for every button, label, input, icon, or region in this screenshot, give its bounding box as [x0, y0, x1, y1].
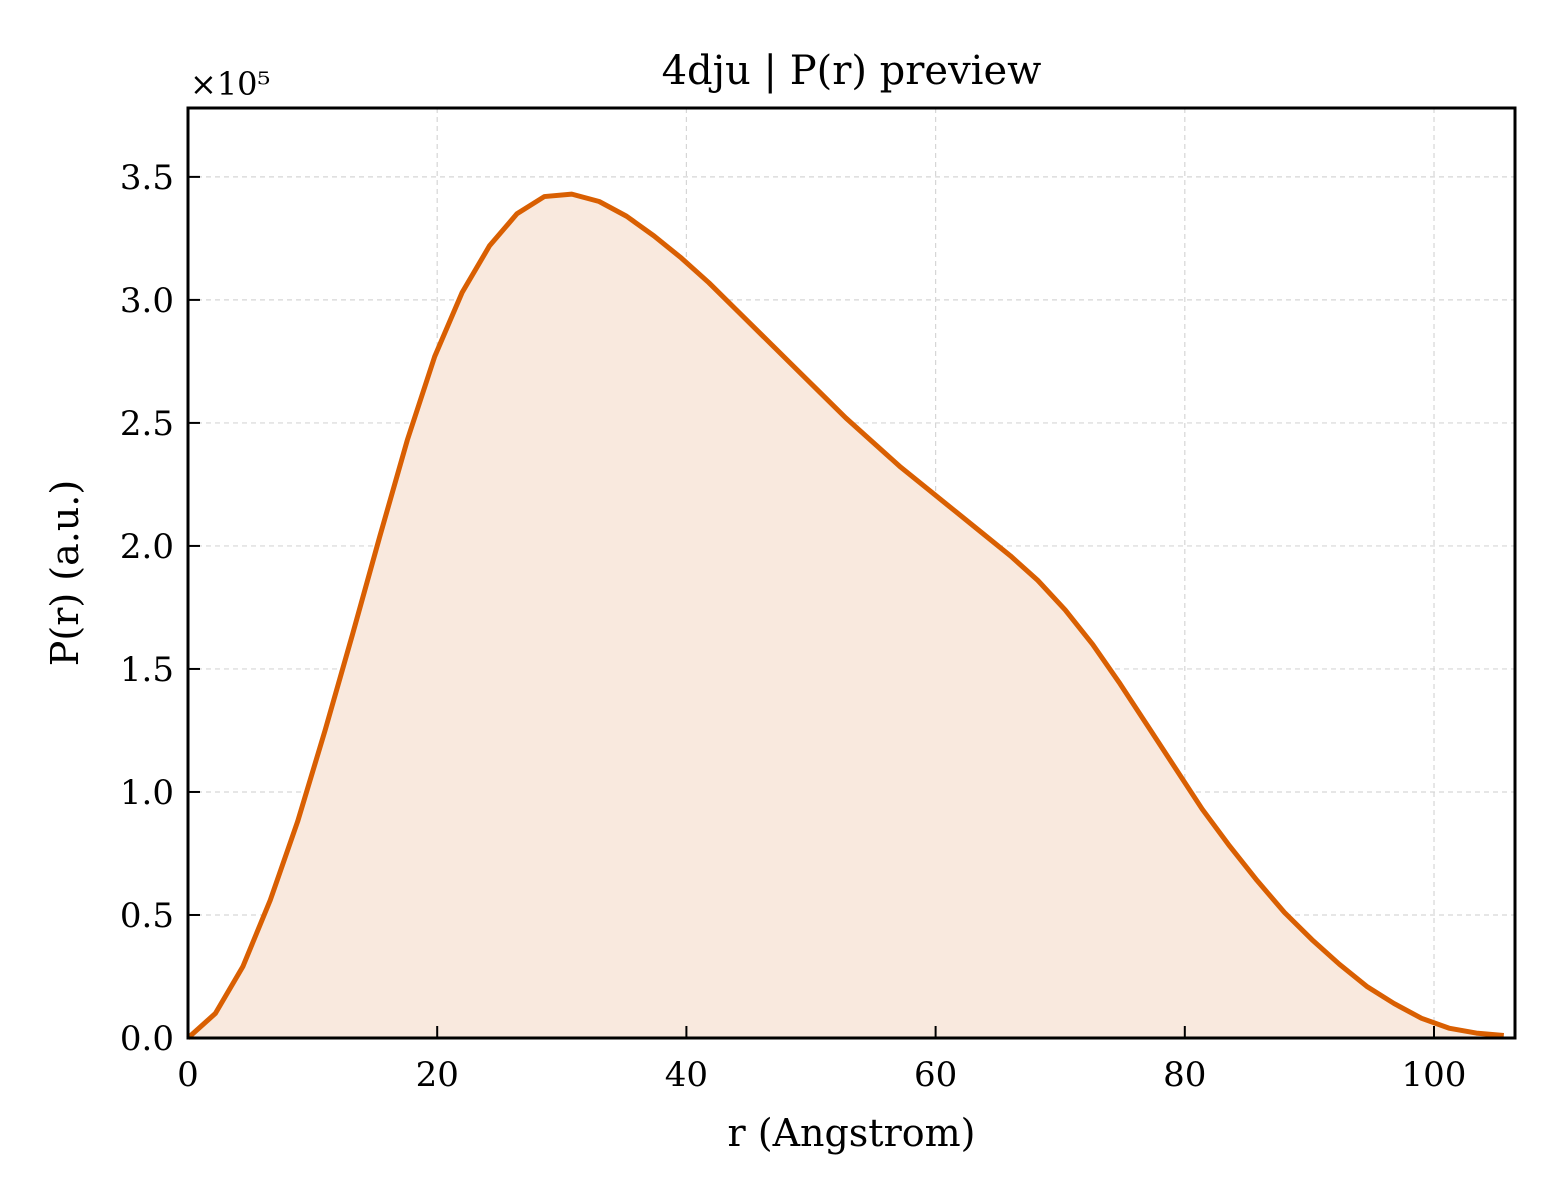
x-axis-label: r (Angstrom) — [728, 1111, 976, 1155]
x-tick-label: 60 — [914, 1055, 957, 1095]
y-scale-multiplier: ×10⁵ — [190, 65, 270, 103]
pr-data-point — [762, 335, 765, 338]
y-tick-label: 3.0 — [120, 281, 174, 321]
pr-data-point — [351, 633, 354, 636]
pr-data-point — [1146, 724, 1149, 727]
pr-data-point — [790, 362, 793, 365]
y-tick-label: 1.0 — [120, 773, 174, 813]
pr-data-point — [981, 532, 984, 535]
pr-data-point — [378, 535, 381, 538]
pr-data-point — [570, 193, 573, 196]
plot-frame — [186, 106, 1517, 1040]
pr-data-point — [680, 257, 683, 260]
x-tick-label: 100 — [1402, 1055, 1467, 1095]
pr-data-point — [1310, 938, 1313, 941]
pr-data-point — [269, 899, 272, 902]
y-tick-label: 1.5 — [120, 650, 174, 690]
pr-data-point — [707, 281, 710, 284]
pr-data-point — [598, 200, 601, 203]
y-axis-label: P(r) (a.u.) — [43, 480, 87, 666]
pr-data-point — [1256, 879, 1259, 882]
pr-data-point — [433, 355, 436, 358]
pr-data-point — [1475, 1032, 1478, 1035]
pr-data-point — [515, 212, 518, 215]
y-tick-label: 2.0 — [120, 527, 174, 567]
pr-data-point — [653, 234, 656, 237]
pr-data-point — [817, 389, 820, 392]
pr-data-point — [1036, 579, 1039, 582]
pr-data-point — [296, 820, 299, 823]
x-tick-label: 80 — [1163, 1055, 1206, 1095]
x-tick-label: 40 — [665, 1055, 708, 1095]
pr-data-point — [241, 965, 244, 968]
pr-data-point — [1365, 985, 1368, 988]
pr-data-point — [543, 195, 546, 198]
pr-data-point — [1119, 682, 1122, 685]
pr-data-point — [1091, 643, 1094, 646]
y-tick-label: 0.0 — [120, 1019, 174, 1059]
pr-data-point — [1064, 608, 1067, 611]
y-tick-label: 2.5 — [120, 404, 174, 444]
pr-data-point — [625, 215, 628, 218]
pr-data-point — [872, 441, 875, 444]
y-tick-label: 0.5 — [120, 896, 174, 936]
chart-title: 4dju | P(r) preview — [662, 48, 1042, 94]
pr-data-point — [1009, 554, 1012, 557]
pr-data-point — [1447, 1027, 1450, 1030]
pr-data-point — [1173, 766, 1176, 769]
pr-data-point — [1420, 1017, 1423, 1020]
y-tick-label: 3.5 — [120, 158, 174, 198]
pr-data-point — [461, 291, 464, 294]
pr-data-point — [1338, 963, 1341, 966]
pr-data-point — [214, 1012, 217, 1015]
pr-data-point — [406, 439, 409, 442]
axis-ticks: 0 20 40 60 80 100 0.0 0.5 1.0 1.5 2.0 2.5 3.0 3.5 — [120, 158, 1467, 1095]
pr-data-point — [324, 729, 327, 732]
pr-series-line — [186, 191, 1505, 1040]
x-tick-label: 0 — [177, 1055, 199, 1095]
pr-data-point — [844, 417, 847, 420]
pr-data-point — [927, 488, 930, 491]
pr-data-point — [1283, 911, 1286, 914]
x-tick-label: 20 — [416, 1055, 459, 1095]
pr-data-point — [1228, 845, 1231, 848]
pr-data-point — [488, 244, 491, 247]
pr-area-fill — [188, 194, 1504, 1039]
pr-data-point — [735, 308, 738, 311]
pr-data-point — [954, 510, 957, 513]
pr-data-point — [1201, 808, 1204, 811]
pr-data-point — [899, 466, 902, 469]
pr-data-point — [1393, 1002, 1396, 1005]
